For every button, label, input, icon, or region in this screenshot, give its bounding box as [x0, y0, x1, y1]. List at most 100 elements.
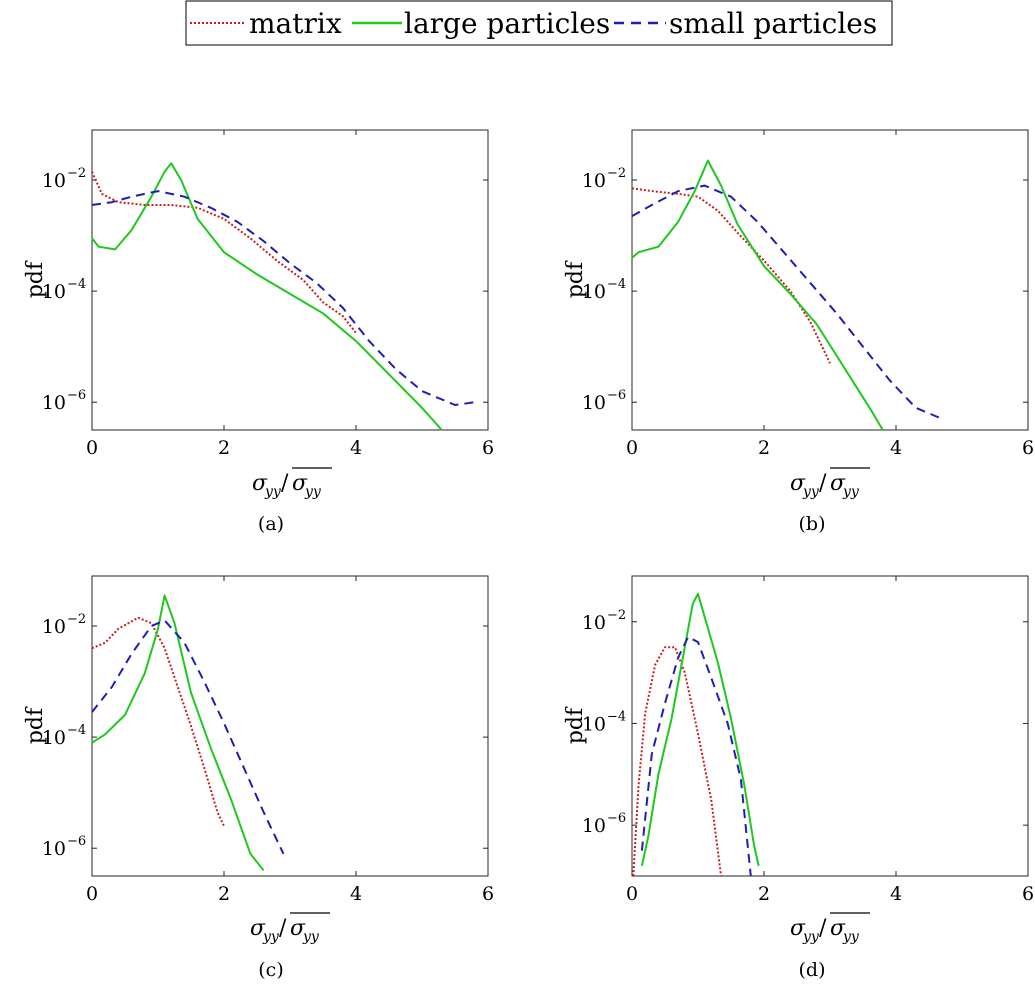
plot-frame	[631, 575, 1029, 877]
x-tick-label: 2	[758, 883, 770, 905]
x-tick-label: 6	[1022, 437, 1034, 459]
y-tick-exponent: −2	[607, 166, 626, 181]
y-tick-exponent: −4	[607, 277, 626, 292]
svg-text:σ: σ	[790, 916, 806, 941]
y-tick-exponent: −4	[67, 277, 86, 292]
y-tick-label: 10	[582, 392, 606, 414]
series-layer	[631, 159, 943, 431]
tick-group: 0 2 4 610−610−410−2	[582, 576, 1034, 905]
plot-frame	[91, 129, 489, 431]
svg-text:σ: σ	[830, 916, 846, 941]
svg-text:yy: yy	[802, 929, 820, 945]
y-tick-label: 10	[42, 281, 66, 303]
y-tick-label: 10	[582, 170, 606, 192]
y-tick-exponent: −4	[607, 709, 626, 724]
legend-box	[185, 0, 893, 46]
svg-text:σ: σ	[830, 471, 846, 496]
tick-group: 0 2 4 610−610−410−2	[42, 576, 494, 905]
panel-a: 0 2 4 610−610−410−2 pdf σ yy / σ yy (a)	[23, 129, 494, 535]
y-tick-exponent: −4	[67, 723, 86, 738]
series-matrix	[632, 646, 723, 877]
plot-frame	[631, 129, 1029, 431]
x-tick-label: 2	[758, 437, 770, 459]
series-large-particles	[631, 159, 884, 431]
svg-text:/: /	[819, 916, 827, 941]
series-matrix	[631, 187, 831, 364]
svg-text:/: /	[819, 471, 827, 496]
tick-group: 0 2 4 610−610−410−2	[582, 130, 1034, 459]
series-matrix	[91, 171, 357, 334]
series-small-particles	[640, 636, 752, 877]
x-tick-label: 4	[890, 883, 902, 905]
svg-text:σ: σ	[290, 916, 306, 941]
legend-label-matrix: matrix	[249, 7, 342, 40]
svg-text:σ: σ	[292, 471, 308, 496]
svg-text:yy: yy	[262, 929, 280, 945]
y-tick-exponent: −2	[607, 608, 626, 623]
x-axis-label: σ yy / σ yy	[252, 467, 332, 500]
x-axis-label: σ yy / σ yy	[790, 467, 870, 500]
svg-text:/: /	[279, 916, 287, 941]
series-large-particles	[91, 162, 443, 431]
y-axis-label: pdf	[23, 706, 48, 744]
y-tick-exponent: −6	[67, 834, 86, 849]
x-tick-label: 2	[218, 883, 230, 905]
x-axis-label: σ yy / σ yy	[790, 912, 870, 945]
panel-caption: (a)	[258, 513, 284, 535]
series-layer	[91, 594, 285, 872]
svg-text:σ: σ	[250, 916, 266, 941]
x-tick-label: 0	[86, 883, 98, 905]
y-tick-label: 10	[582, 281, 606, 303]
svg-text:yy: yy	[302, 929, 320, 945]
y-tick-exponent: −6	[607, 388, 626, 403]
series-small-particles	[91, 190, 475, 406]
svg-text:σ: σ	[790, 471, 806, 496]
x-tick-label: 6	[482, 883, 494, 905]
x-axis-label: σ yy / σ yy	[250, 912, 330, 945]
svg-text:yy: yy	[842, 484, 860, 500]
legend-label-large: large particles	[404, 7, 610, 40]
y-tick-exponent: −6	[607, 811, 626, 826]
series-layer	[632, 592, 760, 877]
y-tick-label: 10	[42, 392, 66, 414]
y-tick-label: 10	[582, 713, 606, 735]
y-tick-label: 10	[42, 838, 66, 860]
svg-text:yy: yy	[304, 484, 322, 500]
panel-b: 0 2 4 610−610−410−2 pdf σ yy / σ yy (b)	[563, 129, 1034, 535]
svg-text:yy: yy	[264, 484, 282, 500]
y-tick-label: 10	[582, 612, 606, 634]
legend-label-small: small particles	[669, 7, 877, 40]
series-layer	[91, 162, 475, 431]
x-tick-label: 6	[482, 437, 494, 459]
svg-text:/: /	[281, 471, 289, 496]
y-tick-label: 10	[42, 616, 66, 638]
panel-d: 0 2 4 610−610−410−2 pdf σ yy / σ yy (d)	[563, 575, 1034, 981]
svg-text:yy: yy	[842, 929, 860, 945]
panel-caption: (d)	[799, 959, 826, 981]
x-tick-label: 0	[626, 883, 638, 905]
x-tick-label: 4	[890, 437, 902, 459]
series-small-particles	[631, 184, 943, 420]
y-tick-exponent: −2	[67, 612, 86, 627]
y-axis-label: pdf	[23, 260, 48, 298]
x-tick-label: 2	[218, 437, 230, 459]
y-tick-label: 10	[582, 815, 606, 837]
series-matrix	[91, 616, 225, 827]
y-tick-exponent: −2	[67, 166, 86, 181]
x-tick-label: 0	[626, 437, 638, 459]
x-tick-label: 4	[350, 437, 362, 459]
y-axis-label: pdf	[563, 260, 588, 298]
legend: matrix large particles small particles	[185, 0, 893, 46]
x-tick-label: 4	[350, 883, 362, 905]
svg-text:yy: yy	[802, 484, 820, 500]
svg-text:σ: σ	[252, 471, 268, 496]
y-tick-exponent: −6	[67, 388, 86, 403]
panel-caption: (b)	[799, 513, 826, 535]
series-small-particles	[91, 619, 285, 855]
plot-frame	[91, 575, 489, 877]
y-tick-label: 10	[42, 727, 66, 749]
series-large-particles	[91, 594, 265, 872]
series-large-particles	[640, 592, 760, 867]
y-tick-label: 10	[42, 170, 66, 192]
